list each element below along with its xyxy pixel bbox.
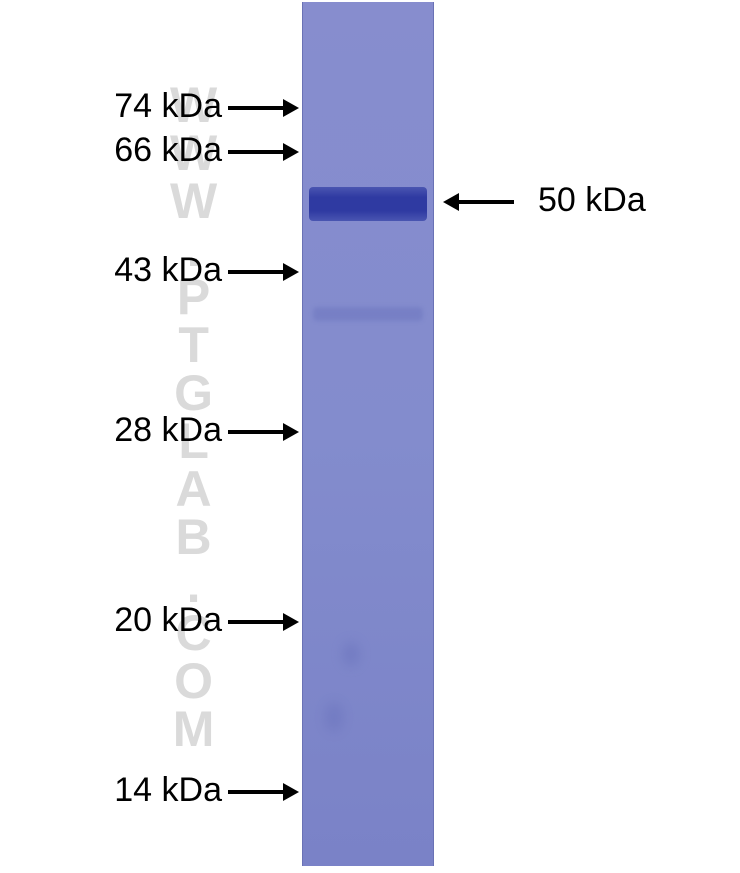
- marker-label: 74 kDa: [0, 87, 222, 126]
- marker-label: 20 kDa: [0, 601, 222, 640]
- lane-smudge: [325, 702, 343, 732]
- protein-band: [309, 187, 427, 221]
- gel-figure: WWW.PTGLAB.COM 74 kDa66 kDa43 kDa28 kDa2…: [0, 0, 740, 873]
- marker-label: 28 kDa: [0, 411, 222, 450]
- gel-lane: [302, 2, 434, 866]
- marker-label: 66 kDa: [0, 131, 222, 170]
- marker-label: 43 kDa: [0, 251, 222, 290]
- lane-smudge: [343, 642, 359, 666]
- result-label: 50 kDa: [538, 181, 646, 220]
- marker-label: 14 kDa: [0, 771, 222, 810]
- faint-band: [313, 307, 423, 321]
